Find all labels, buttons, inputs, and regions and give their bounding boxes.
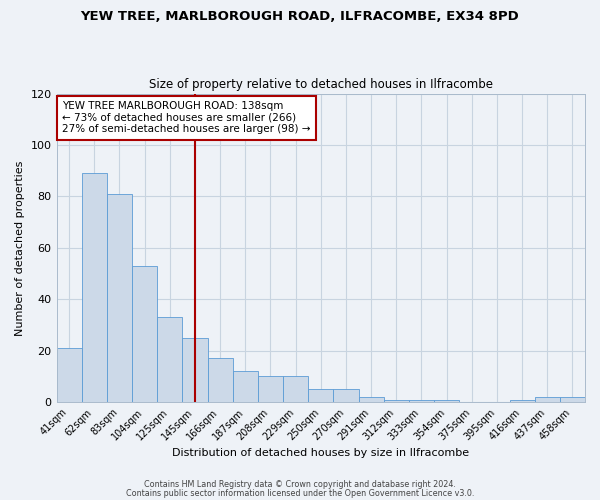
Title: Size of property relative to detached houses in Ilfracombe: Size of property relative to detached ho… [149,78,493,91]
Bar [157,318,182,402]
Bar [334,390,359,402]
Bar [308,390,334,402]
Text: YEW TREE, MARLBOROUGH ROAD, ILFRACOMBE, EX34 8PD: YEW TREE, MARLBOROUGH ROAD, ILFRACOMBE, … [80,10,520,23]
Bar [359,397,383,402]
Bar [82,174,107,402]
Bar [509,400,535,402]
Bar [535,397,560,402]
Bar [434,400,459,402]
Bar [560,397,585,402]
Bar [383,400,409,402]
Bar [56,348,82,402]
Bar [233,372,258,402]
Bar [107,194,132,402]
X-axis label: Distribution of detached houses by size in Ilfracombe: Distribution of detached houses by size … [172,448,469,458]
Text: Contains public sector information licensed under the Open Government Licence v3: Contains public sector information licen… [126,490,474,498]
Bar [283,376,308,402]
Text: YEW TREE MARLBOROUGH ROAD: 138sqm
← 73% of detached houses are smaller (266)
27%: YEW TREE MARLBOROUGH ROAD: 138sqm ← 73% … [62,102,310,134]
Text: Contains HM Land Registry data © Crown copyright and database right 2024.: Contains HM Land Registry data © Crown c… [144,480,456,489]
Bar [258,376,283,402]
Bar [208,358,233,402]
Y-axis label: Number of detached properties: Number of detached properties [15,160,25,336]
Bar [182,338,208,402]
Bar [132,266,157,402]
Bar [409,400,434,402]
